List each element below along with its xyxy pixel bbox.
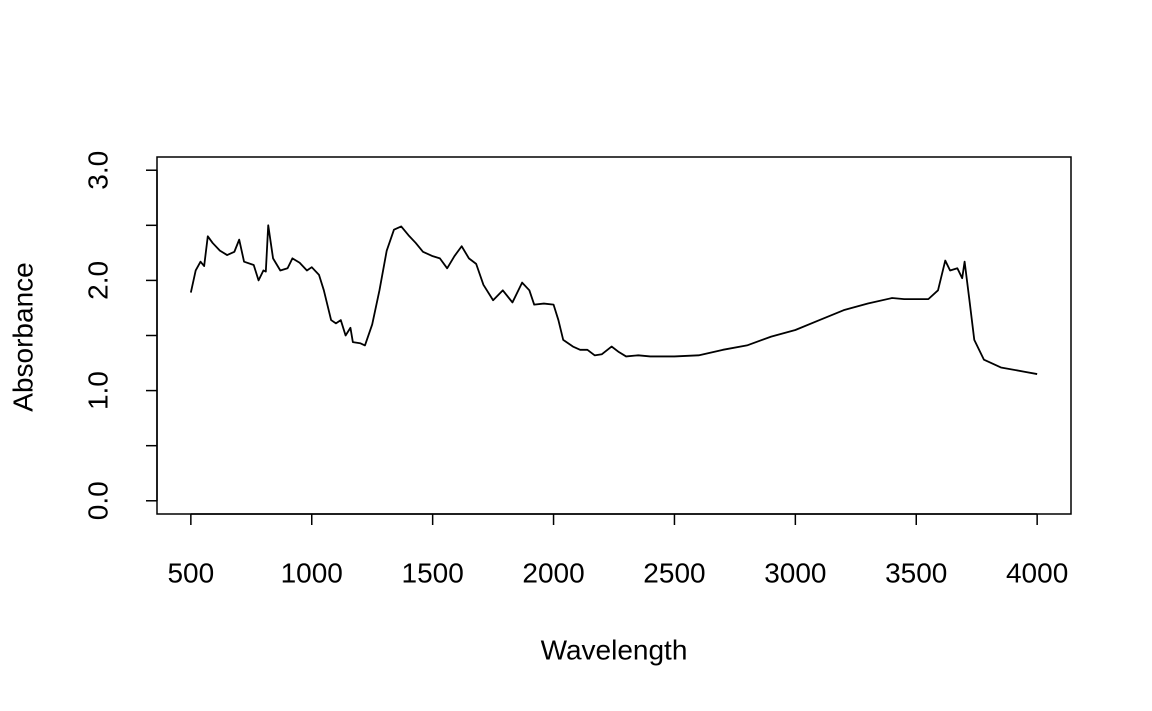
x-tick-label: 4000 — [1006, 557, 1068, 588]
x-tick-label: 2000 — [522, 557, 584, 588]
y-tick-label: 3.0 — [82, 151, 113, 190]
y-tick-label: 1.0 — [82, 371, 113, 410]
x-axis-title: Wavelength — [541, 634, 688, 665]
data-line — [189, 224, 1038, 375]
y-tick-label: 0.0 — [82, 481, 113, 520]
plot-frame — [156, 156, 1072, 515]
y-tick-label: 2.0 — [82, 261, 113, 300]
x-tick-label: 500 — [167, 557, 214, 588]
x-tick-label: 3000 — [764, 557, 826, 588]
y-axis-title: Absorbance — [7, 262, 38, 411]
x-tick-label: 3500 — [885, 557, 947, 588]
x-tick-label: 1500 — [402, 557, 464, 588]
x-tick-label: 2500 — [643, 557, 705, 588]
x-tick-label: 1000 — [281, 557, 343, 588]
